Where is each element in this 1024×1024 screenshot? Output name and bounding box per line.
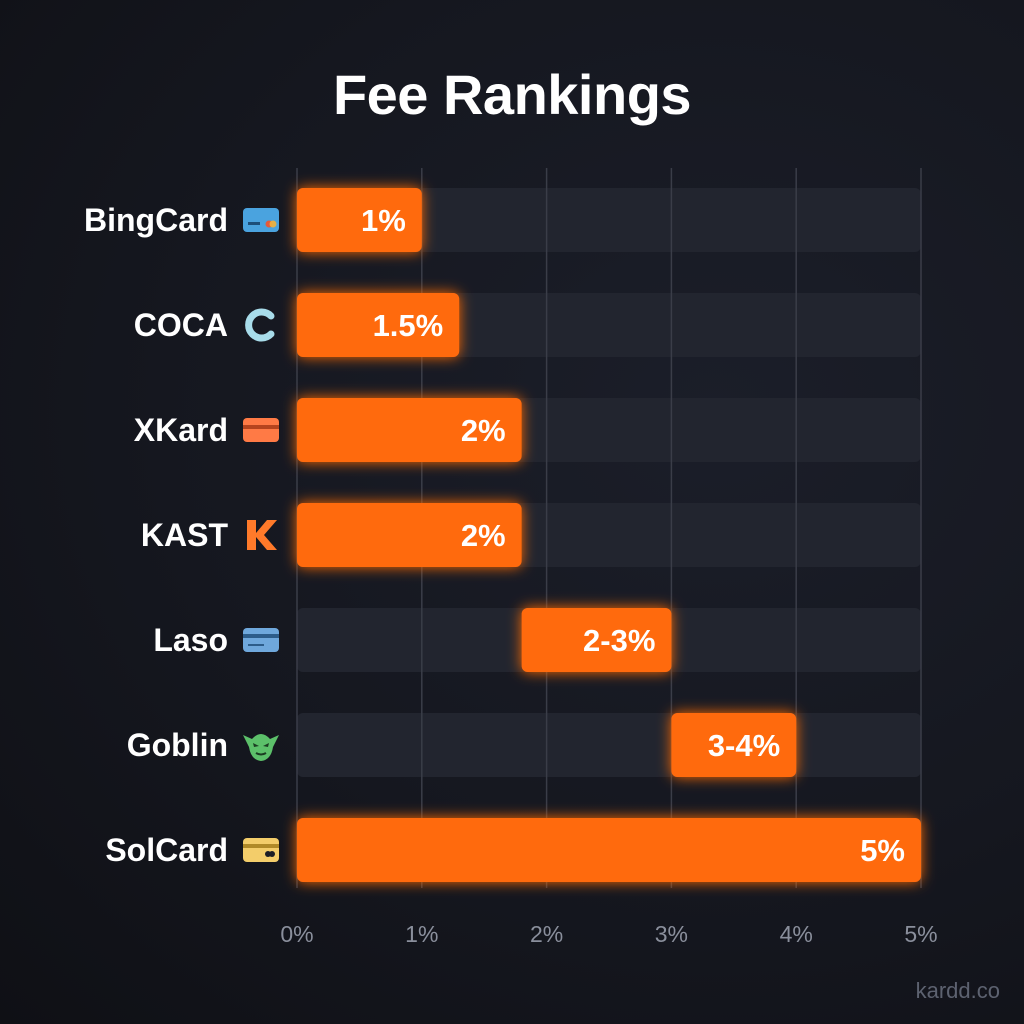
card-yellow-icon xyxy=(243,838,279,862)
coca-c-icon xyxy=(245,308,275,342)
x-tick-label: 2% xyxy=(530,921,563,947)
bar xyxy=(297,398,522,462)
x-tick-label: 4% xyxy=(780,921,813,947)
bar xyxy=(297,818,921,882)
data-label: 2% xyxy=(461,413,506,448)
x-axis-ticks: 0% 1% 2% 3% 4% 5% xyxy=(280,921,937,947)
card-blue-icon xyxy=(243,208,279,232)
category-label: KAST xyxy=(141,517,229,553)
category-labels: BingCard COCA XKard KAST Laso Goblin SolCard xyxy=(84,202,279,868)
category-label: Laso xyxy=(153,622,228,658)
category-label: XKard xyxy=(134,412,228,448)
data-label: 3-4% xyxy=(708,728,780,763)
bar-track xyxy=(297,713,921,777)
data-label: 1% xyxy=(361,203,406,238)
card-orange-icon xyxy=(243,418,279,442)
bar xyxy=(297,188,422,252)
x-tick-label: 5% xyxy=(904,921,937,947)
x-tick-label: 3% xyxy=(655,921,688,947)
data-label: 5% xyxy=(860,833,905,868)
bar xyxy=(521,608,672,672)
bar xyxy=(297,503,522,567)
bar xyxy=(671,713,797,777)
data-label: 2% xyxy=(461,518,506,553)
data-label: 1.5% xyxy=(373,308,444,343)
bar-track xyxy=(297,188,921,252)
bar xyxy=(297,293,460,357)
card-lightblue-icon xyxy=(243,628,279,652)
category-label: Goblin xyxy=(127,727,228,763)
category-label: SolCard xyxy=(105,832,228,868)
data-label: 2-3% xyxy=(583,623,655,658)
category-label: COCA xyxy=(134,307,228,343)
bars: 1% 1.5% 2% 2% 2-3% 3-4% 5% xyxy=(297,188,921,882)
chart-title: Fee Rankings xyxy=(332,63,692,126)
kast-k-icon xyxy=(247,520,277,550)
category-label: BingCard xyxy=(84,202,228,238)
watermark: kardd.co xyxy=(915,978,1000,1003)
x-tick-label: 0% xyxy=(280,921,313,947)
x-tick-label: 1% xyxy=(405,921,438,947)
goblin-icon xyxy=(243,734,279,761)
